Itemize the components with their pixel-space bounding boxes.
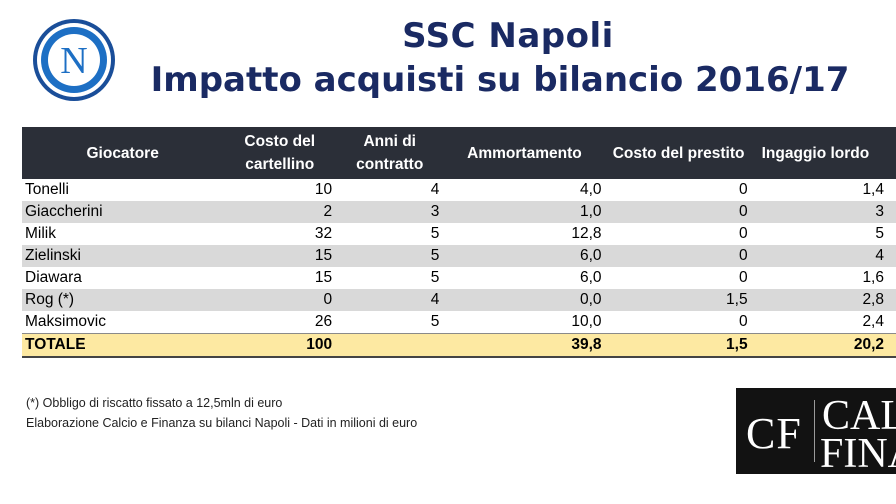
cell-ingaggio-lordo: 1,4 — [862, 181, 884, 198]
cell-ingaggio-lordo: 2,4 — [862, 313, 884, 330]
table-row: Maksimovic 26 5 10,0 0 2,4 — [22, 311, 896, 334]
cell-ingaggio-lordo: 3 — [875, 203, 884, 220]
cell-costo-cartellino: 10 — [314, 181, 333, 198]
cell-ammortamento: 6,0 — [579, 247, 602, 264]
cell-costo-prestito: 0 — [738, 203, 748, 220]
cell-costo-cartellino: 15 — [314, 247, 333, 264]
total-cell-ammortamento: 39,8 — [443, 333, 606, 358]
table-row: Tonelli 10 4 4,0 0 1,4 — [22, 179, 896, 201]
cell-ingaggio-lordo: 2,8 — [862, 291, 884, 308]
cell-anni-contratto: 5 — [430, 247, 440, 264]
cell-ammortamento: 0,0 — [579, 291, 602, 308]
col-header: Ingaggio lordo — [761, 144, 870, 162]
cell-ammortamento: 10,0 — [571, 313, 602, 330]
table-row: Milik 32 5 12,8 0 5 — [22, 223, 896, 245]
cell-anni-contratto: 5 — [430, 313, 440, 330]
total-cell-costo-prestito: 1,5 — [605, 333, 752, 358]
table-row: Rog (*) 0 4 0,0 1,5 2,8 — [22, 289, 896, 311]
brand-divider — [814, 400, 815, 462]
cell-anni-contratto: 3 — [430, 203, 440, 220]
players-table: Giocatore Costo del cartellino Anni di con… — [22, 127, 896, 358]
table-row: Giaccherini 2 3 1,0 0 3 — [22, 201, 896, 223]
cell-costo-cartellino: 26 — [314, 313, 333, 330]
logo-letter: N — [60, 40, 87, 82]
brand-word-finanza: FINANZA — [820, 431, 896, 474]
footnotes: (*) Obbligo di riscatto fissato a 12,5ml… — [26, 393, 417, 433]
cell-ammortamento: 1,0 — [579, 203, 602, 220]
cell-anni-contratto: 5 — [430, 269, 440, 286]
table-row: Zielinski 15 5 6,0 0 4 — [22, 245, 896, 267]
calcio-finanza-logo: CF CALCIO FINANZA — [736, 388, 896, 474]
total-cell-costo-cartellino: 100 — [223, 333, 337, 358]
cell-ammortamento: 12,8 — [571, 225, 602, 242]
cell-player: Maksimovic — [25, 313, 106, 330]
col-header: Ammortamento — [467, 144, 582, 162]
col-header: Giocatore — [86, 144, 159, 162]
total-cell-player: TOTALE — [22, 333, 224, 358]
cell-player: Milik — [25, 225, 56, 242]
table-header-row: Giocatore Costo del cartellino Anni di con… — [22, 127, 896, 179]
cell-anni-contratto: 5 — [430, 225, 440, 242]
col-header: Costo del cartellino — [244, 133, 316, 173]
col-header: Anni di contratto — [356, 133, 424, 173]
table-row: Diawara 15 5 6,0 0 1,6 — [22, 267, 896, 289]
cell-player: Giaccherini — [25, 203, 103, 220]
cell-costo-prestito: 0 — [738, 225, 748, 242]
page-subtitle: Impatto acquisti su bilancio 2016/17 — [150, 60, 850, 100]
cell-player: Tonelli — [25, 181, 69, 198]
page-title: SSC Napoli — [402, 16, 614, 56]
cell-ingaggio-lordo: 5 — [875, 225, 884, 242]
cell-player: Zielinski — [25, 247, 81, 264]
cell-costo-cartellino: 32 — [314, 225, 333, 242]
cell-costo-cartellino: 0 — [323, 291, 333, 308]
cell-costo-prestito: 0 — [738, 247, 748, 264]
col-header: Costo del prestito — [612, 144, 745, 162]
cell-costo-cartellino: 15 — [314, 269, 333, 286]
napoli-logo: N — [33, 19, 115, 101]
total-cell-ingaggio-lordo: 20,2 — [751, 333, 896, 358]
cell-costo-prestito: 0 — [738, 313, 748, 330]
cell-player: Diawara — [25, 269, 82, 286]
footnote-riscatto: (*) Obbligo di riscatto fissato a 12,5ml… — [26, 396, 283, 410]
total-row: TOTALE 100 39,8 1,5 20,2 — [22, 333, 896, 358]
total-cell-anni-contratto — [336, 333, 444, 358]
cell-costo-prestito: 0 — [738, 181, 748, 198]
cell-ingaggio-lordo: 4 — [875, 247, 884, 264]
brand-mark: CF — [746, 409, 802, 458]
cell-anni-contratto: 4 — [430, 181, 440, 198]
brand-word-calcio: CALCIO — [822, 393, 896, 439]
cell-costo-prestito: 1,5 — [726, 291, 748, 308]
cell-costo-cartellino: 2 — [323, 203, 333, 220]
cell-ammortamento: 6,0 — [579, 269, 602, 286]
cell-costo-prestito: 0 — [738, 269, 748, 286]
cell-ingaggio-lordo: 1,6 — [862, 269, 884, 286]
cell-ammortamento: 4,0 — [579, 181, 602, 198]
cell-anni-contratto: 4 — [430, 291, 440, 308]
footnote-source: Elaborazione Calcio e Finanza su bilanci… — [26, 416, 418, 430]
cell-player: Rog (*) — [25, 291, 75, 308]
